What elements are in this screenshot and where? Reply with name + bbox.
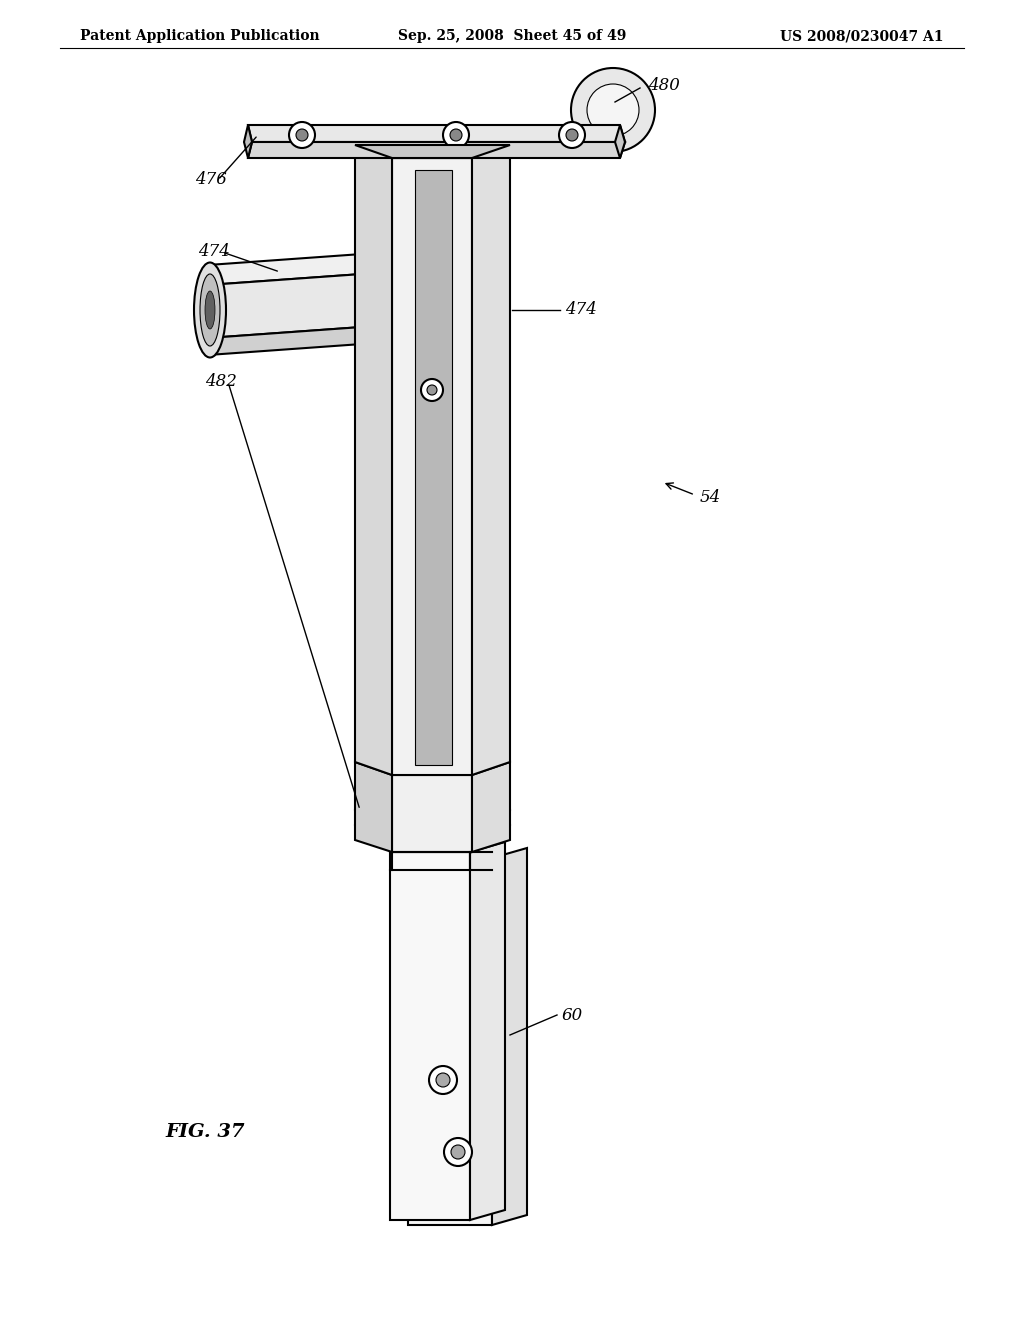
Circle shape bbox=[587, 84, 639, 136]
Text: 480: 480 bbox=[648, 77, 680, 94]
Circle shape bbox=[429, 1067, 457, 1094]
Text: Patent Application Publication: Patent Application Publication bbox=[80, 29, 319, 44]
Ellipse shape bbox=[200, 275, 220, 346]
Polygon shape bbox=[355, 145, 392, 775]
Text: 474: 474 bbox=[565, 301, 597, 318]
Polygon shape bbox=[208, 325, 390, 355]
Polygon shape bbox=[392, 775, 472, 851]
Text: Sep. 25, 2008  Sheet 45 of 49: Sep. 25, 2008 Sheet 45 of 49 bbox=[397, 29, 627, 44]
Circle shape bbox=[296, 129, 308, 141]
Ellipse shape bbox=[194, 263, 226, 358]
Text: 474: 474 bbox=[198, 243, 229, 260]
Polygon shape bbox=[355, 762, 392, 851]
Polygon shape bbox=[248, 125, 625, 143]
Polygon shape bbox=[355, 145, 510, 158]
Ellipse shape bbox=[205, 290, 215, 329]
Circle shape bbox=[566, 129, 578, 141]
Text: 482: 482 bbox=[205, 374, 237, 391]
Polygon shape bbox=[244, 125, 252, 158]
Polygon shape bbox=[248, 143, 625, 158]
Circle shape bbox=[443, 121, 469, 148]
Circle shape bbox=[421, 379, 443, 401]
Circle shape bbox=[427, 385, 437, 395]
Polygon shape bbox=[470, 842, 505, 1220]
Polygon shape bbox=[392, 158, 472, 775]
Polygon shape bbox=[390, 851, 470, 1220]
Polygon shape bbox=[408, 858, 492, 1225]
Polygon shape bbox=[415, 170, 452, 766]
Polygon shape bbox=[492, 847, 527, 1225]
Text: 60: 60 bbox=[562, 1006, 584, 1023]
Circle shape bbox=[571, 69, 655, 152]
Text: US 2008/0230047 A1: US 2008/0230047 A1 bbox=[780, 29, 944, 44]
Circle shape bbox=[450, 129, 462, 141]
Text: 54: 54 bbox=[700, 490, 721, 507]
Circle shape bbox=[436, 1073, 450, 1086]
Circle shape bbox=[559, 121, 585, 148]
Polygon shape bbox=[208, 272, 390, 338]
Circle shape bbox=[451, 1144, 465, 1159]
Polygon shape bbox=[208, 252, 390, 285]
Text: FIG. 37: FIG. 37 bbox=[165, 1123, 245, 1140]
Polygon shape bbox=[615, 125, 625, 158]
Text: 476: 476 bbox=[195, 172, 227, 189]
Polygon shape bbox=[472, 762, 510, 851]
Circle shape bbox=[289, 121, 315, 148]
Circle shape bbox=[444, 1138, 472, 1166]
Polygon shape bbox=[472, 145, 510, 775]
